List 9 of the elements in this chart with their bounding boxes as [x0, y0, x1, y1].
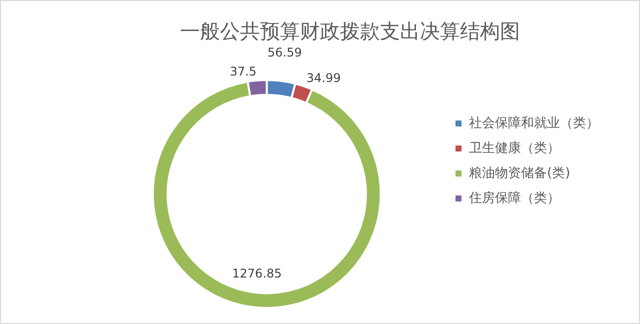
data-label: 56.59 [267, 45, 302, 60]
legend-label: 住房保障（类） [468, 190, 560, 206]
legend-label: 社会保障和就业（类） [469, 116, 599, 131]
data-label: 37.5 [230, 64, 257, 79]
data-label: 1276.85 [232, 266, 282, 281]
data-label: 34.99 [306, 70, 341, 85]
chart-title: 一般公共预算财政拨款支出决算结构图 [180, 19, 520, 44]
legend-label: 卫生健康（类） [469, 140, 560, 156]
legend-label: 粮油物资储备(类) [469, 166, 570, 181]
